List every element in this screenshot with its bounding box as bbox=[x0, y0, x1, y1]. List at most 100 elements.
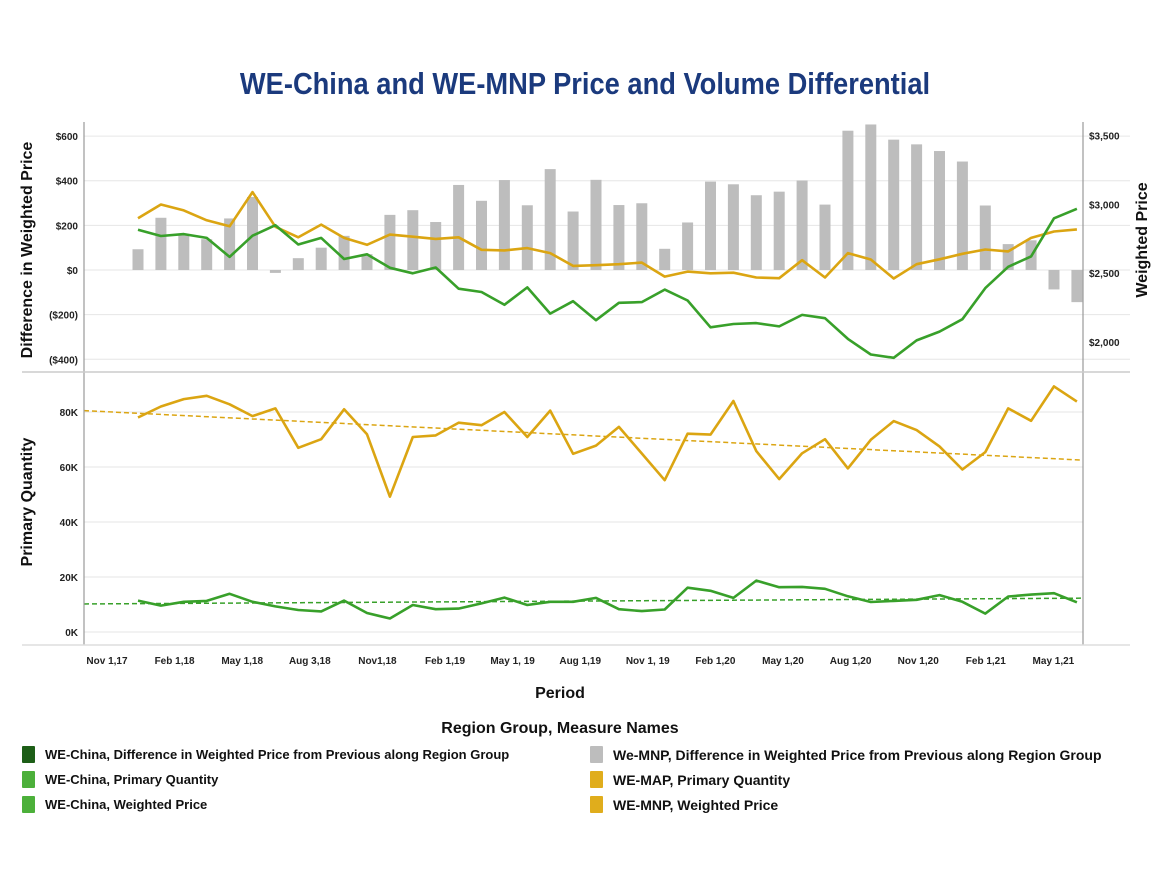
bar bbox=[979, 205, 991, 270]
chart-title: WE-China and WE-MNP Price and Volume Dif… bbox=[239, 66, 931, 101]
bar bbox=[476, 200, 487, 270]
y-tick-label-right: $3,500 bbox=[1089, 132, 1120, 143]
trendline-we-map-quantity bbox=[83, 409, 1084, 461]
y-tick-label-bottom: 40K bbox=[60, 518, 79, 529]
bar bbox=[705, 181, 716, 270]
bar bbox=[567, 211, 579, 270]
bar bbox=[911, 144, 923, 270]
x-tick-label: Feb 1,19 bbox=[425, 656, 465, 667]
x-tick-label: Nov 1,20 bbox=[898, 656, 940, 667]
bar bbox=[773, 191, 785, 270]
y-tick-label-right: $3,000 bbox=[1089, 200, 1120, 211]
bar bbox=[155, 217, 167, 270]
bar bbox=[338, 235, 350, 270]
bar bbox=[132, 249, 144, 270]
bar bbox=[224, 218, 236, 270]
y-axis-title-right: Weighted Price bbox=[1134, 182, 1151, 297]
bar bbox=[659, 248, 671, 270]
y-tick-label-bottom: 80K bbox=[60, 408, 79, 419]
x-tick-label: May 1,18 bbox=[221, 656, 263, 667]
legend-swatch-icon bbox=[22, 746, 35, 763]
bar bbox=[956, 161, 968, 270]
legend-item[interactable]: WE-China, Primary Quantity bbox=[22, 771, 218, 788]
legend-item[interactable]: We-MNP, Difference in Weighted Price fro… bbox=[590, 746, 1102, 763]
legend-label: WE-MNP, Weighted Price bbox=[613, 796, 779, 813]
legend-label: We-MNP, Difference in Weighted Price fro… bbox=[613, 746, 1102, 763]
legend-title: Region Group, Measure Names bbox=[441, 720, 679, 737]
line-series bbox=[83, 190, 1084, 620]
x-axis-title: Period bbox=[535, 685, 585, 702]
line-we-mnp-weighted-price bbox=[137, 190, 1078, 280]
bar bbox=[269, 270, 281, 273]
y-tick-label-bottom: 60K bbox=[60, 463, 79, 474]
bar bbox=[361, 254, 373, 270]
bar bbox=[430, 222, 442, 270]
legend-label: WE-China, Weighted Price bbox=[45, 797, 208, 812]
axes bbox=[22, 122, 1130, 646]
y-tick-label-left: ($400) bbox=[49, 355, 78, 366]
bar bbox=[934, 151, 945, 270]
gridlines bbox=[84, 135, 1130, 633]
bar bbox=[636, 203, 648, 270]
line-we-china-weighted-price bbox=[137, 207, 1078, 360]
legend-item[interactable]: WE-China, Weighted Price bbox=[22, 796, 207, 813]
bar bbox=[521, 205, 533, 270]
y-tick-label-bottom: 20K bbox=[60, 573, 79, 584]
legend-swatch-icon bbox=[590, 771, 603, 788]
bar bbox=[796, 180, 808, 270]
bar bbox=[865, 124, 877, 270]
x-tick-label: May 1,21 bbox=[1033, 656, 1075, 667]
bar bbox=[315, 247, 327, 270]
y-tick-label-left: ($200) bbox=[49, 311, 78, 322]
legend-item[interactable]: WE-China, Difference in Weighted Price f… bbox=[22, 746, 509, 763]
bar bbox=[1071, 270, 1083, 303]
legend-swatch-icon bbox=[590, 796, 603, 813]
x-tick-label: Feb 1,18 bbox=[155, 656, 195, 667]
bar bbox=[682, 222, 694, 270]
y-tick-label-left: $600 bbox=[56, 132, 79, 143]
legend-item[interactable]: WE-MAP, Primary Quantity bbox=[590, 771, 790, 788]
bar bbox=[888, 139, 900, 270]
x-tick-label: Aug 1,20 bbox=[830, 656, 872, 667]
bar bbox=[201, 239, 213, 270]
y-tick-label-left: $200 bbox=[56, 221, 79, 232]
bar bbox=[819, 204, 831, 270]
legend-swatch-icon bbox=[22, 796, 35, 813]
x-tick-label: Feb 1,20 bbox=[695, 656, 735, 667]
bar bbox=[544, 169, 556, 270]
bar bbox=[247, 197, 258, 270]
legend-item[interactable]: WE-MNP, Weighted Price bbox=[590, 796, 778, 813]
bar bbox=[498, 180, 510, 270]
y-axis-title-left-bottom: Primary Quantity bbox=[19, 437, 36, 566]
bar bbox=[1048, 270, 1060, 290]
x-tick-label: Aug 3,18 bbox=[289, 656, 331, 667]
bar bbox=[750, 195, 762, 270]
x-tick-label: Nov 1,17 bbox=[86, 656, 128, 667]
y-tick-label-bottom: 0K bbox=[65, 628, 79, 639]
line-we-china-primary-quantity bbox=[137, 579, 1078, 620]
y-tick-label-left: $0 bbox=[67, 266, 79, 277]
tick-labels: $600 $400 $200 $0 ($200) ($400) $3,500 $3,000 $2… bbox=[49, 132, 1120, 668]
x-tick-label: Nov 1, 19 bbox=[626, 656, 670, 667]
x-tick-label: May 1, 19 bbox=[490, 656, 535, 667]
bar bbox=[453, 184, 465, 270]
bar bbox=[292, 258, 304, 270]
legend-swatch-icon bbox=[22, 771, 35, 788]
x-tick-label: May 1,20 bbox=[762, 656, 804, 667]
bar bbox=[407, 210, 419, 270]
x-tick-label: Aug 1,19 bbox=[559, 656, 601, 667]
y-axis-title-left-top: Difference in Weighted Price bbox=[19, 142, 36, 359]
bar-series-we-mnp-diff bbox=[132, 124, 1083, 303]
y-tick-label-right: $2,000 bbox=[1089, 338, 1120, 349]
bar bbox=[384, 214, 396, 270]
bar bbox=[1002, 244, 1014, 270]
legend-label: WE-MAP, Primary Quantity bbox=[613, 771, 791, 788]
y-tick-label-right: $2,500 bbox=[1089, 269, 1120, 280]
x-tick-label: Feb 1,21 bbox=[966, 656, 1006, 667]
bar bbox=[727, 184, 739, 270]
legend-label: WE-China, Primary Quantity bbox=[45, 772, 219, 787]
y-tick-label-left: $400 bbox=[56, 177, 79, 188]
x-tick-label: Nov1,18 bbox=[358, 656, 397, 667]
legend-label: WE-China, Difference in Weighted Price f… bbox=[45, 747, 510, 762]
